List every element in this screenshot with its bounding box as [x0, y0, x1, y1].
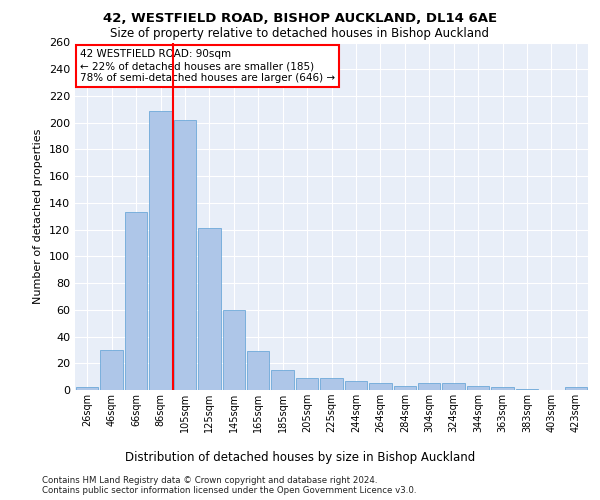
Bar — [565, 388, 587, 390]
Bar — [394, 386, 416, 390]
Text: Distribution of detached houses by size in Bishop Auckland: Distribution of detached houses by size … — [125, 451, 475, 464]
Bar — [173, 120, 196, 390]
Text: Contains HM Land Registry data © Crown copyright and database right 2024.: Contains HM Land Registry data © Crown c… — [42, 476, 377, 485]
Bar — [320, 378, 343, 390]
Bar — [442, 384, 465, 390]
Bar — [369, 384, 392, 390]
Bar — [296, 378, 319, 390]
Bar — [76, 388, 98, 390]
Text: 42 WESTFIELD ROAD: 90sqm
← 22% of detached houses are smaller (185)
78% of semi-: 42 WESTFIELD ROAD: 90sqm ← 22% of detach… — [80, 50, 335, 82]
Bar — [418, 384, 440, 390]
Bar — [271, 370, 294, 390]
Bar — [125, 212, 148, 390]
Bar — [467, 386, 490, 390]
Bar — [515, 388, 538, 390]
Y-axis label: Number of detached properties: Number of detached properties — [34, 128, 43, 304]
Text: Size of property relative to detached houses in Bishop Auckland: Size of property relative to detached ho… — [110, 28, 490, 40]
Bar — [149, 110, 172, 390]
Bar — [100, 350, 123, 390]
Bar — [223, 310, 245, 390]
Bar — [247, 351, 269, 390]
Text: Contains public sector information licensed under the Open Government Licence v3: Contains public sector information licen… — [42, 486, 416, 495]
Bar — [344, 380, 367, 390]
Bar — [198, 228, 221, 390]
Text: 42, WESTFIELD ROAD, BISHOP AUCKLAND, DL14 6AE: 42, WESTFIELD ROAD, BISHOP AUCKLAND, DL1… — [103, 12, 497, 26]
Bar — [491, 388, 514, 390]
